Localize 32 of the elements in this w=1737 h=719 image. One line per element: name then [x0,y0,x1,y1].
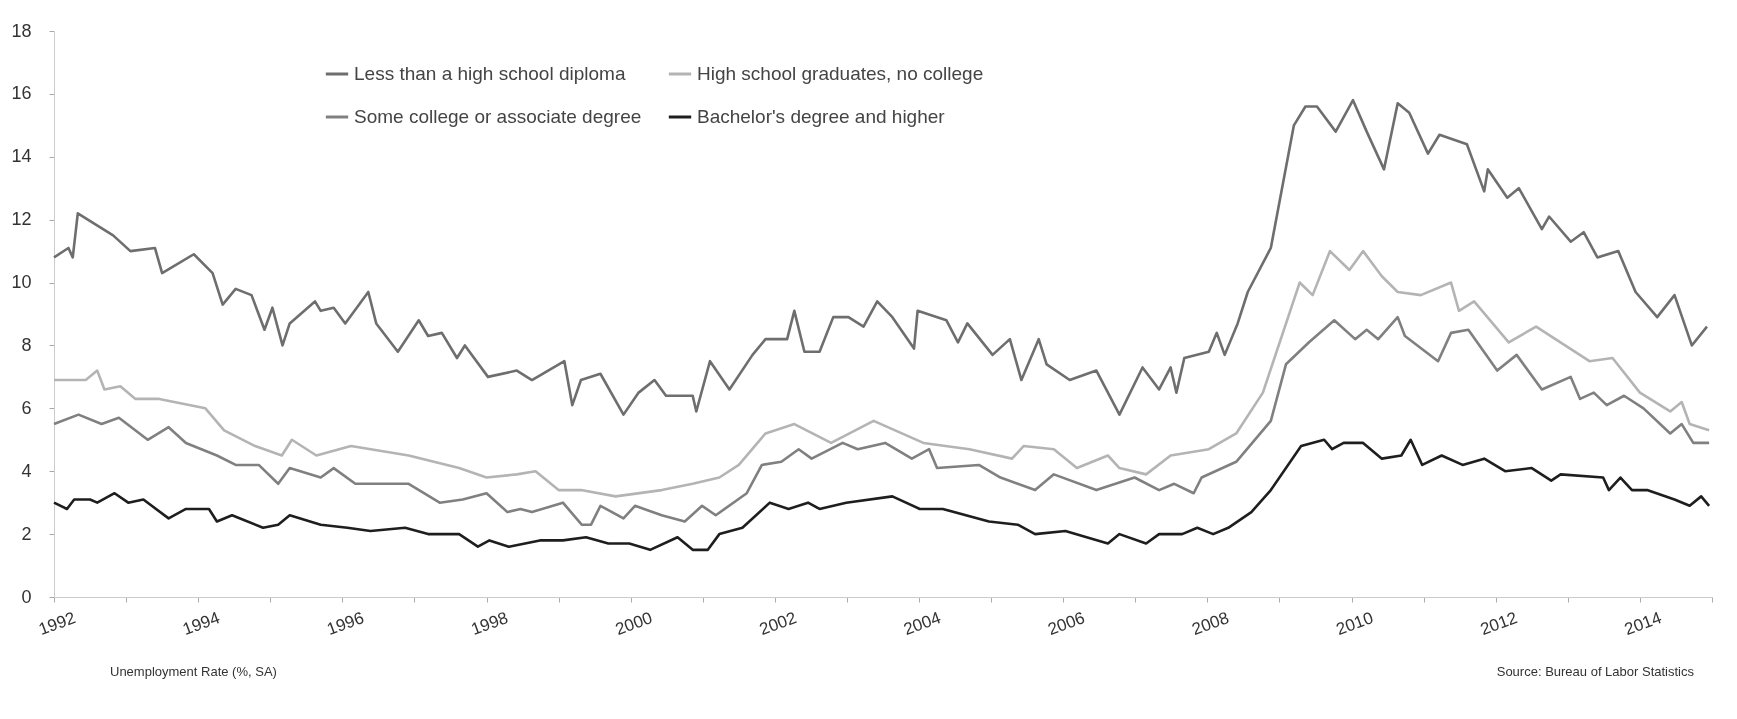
x-tick-label: 2012 [1477,608,1520,639]
x-tick-label: 1992 [36,608,79,639]
y-tick-label: 16 [11,83,32,104]
y-tick-label: 0 [21,586,32,607]
x-tick-label: 2002 [756,608,799,639]
y-tick-label: 10 [11,272,32,293]
y-tick-label: 18 [11,20,32,41]
x-tick-label: 1998 [468,608,511,639]
legend-label: Bachelor's degree and higher [697,106,946,127]
x-tick-label: 2004 [901,608,944,639]
source-note: Source: Bureau of Labor Statistics [1496,664,1694,679]
y-tick-label: 4 [21,460,32,481]
x-tick-label: 2014 [1621,608,1664,639]
legend-label: High school graduates, no college [697,63,984,84]
text: Unemployment Rate (%, SA) [110,664,277,679]
x-tick-label: 2000 [612,608,655,639]
y-tick-label: 14 [11,146,32,167]
y-tick-label: 6 [21,397,32,418]
x-tick-label: 2008 [1189,608,1232,639]
line-series [52,249,1711,498]
x-tick-label: 2010 [1333,608,1376,639]
y-tick-label: 12 [11,209,32,230]
line-series [52,438,1711,552]
line-series [52,315,1711,526]
x-tick-label: 2006 [1045,608,1088,639]
legend-label: Less than a high school diploma [354,63,626,84]
y-tick-label: 2 [21,523,32,544]
x-tick-label: 1996 [324,608,367,639]
x-tick-label: 1994 [180,608,223,639]
y-tick-label: 8 [21,334,32,355]
line-series [52,98,1709,416]
legend-label: Some college or associate degree [354,106,642,127]
